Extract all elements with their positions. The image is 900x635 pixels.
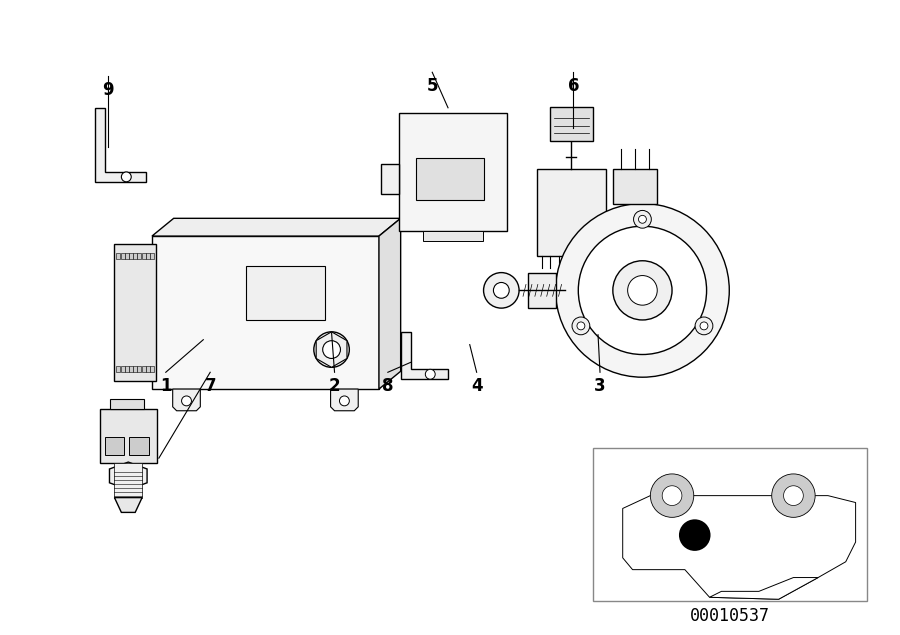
Bar <box>130 438 149 455</box>
Bar <box>138 253 141 259</box>
Bar <box>150 253 154 259</box>
Polygon shape <box>623 496 856 599</box>
Polygon shape <box>152 218 401 236</box>
Circle shape <box>314 332 349 367</box>
Bar <box>141 253 146 259</box>
Polygon shape <box>173 389 201 411</box>
Text: 9: 9 <box>102 81 113 99</box>
Bar <box>121 253 124 259</box>
Bar <box>417 158 483 199</box>
Polygon shape <box>550 107 593 142</box>
Bar <box>129 366 133 372</box>
Polygon shape <box>330 389 358 411</box>
Bar <box>146 366 149 372</box>
Bar <box>116 253 121 259</box>
Bar <box>141 366 146 372</box>
Polygon shape <box>316 332 347 367</box>
Circle shape <box>638 215 646 224</box>
Text: 5: 5 <box>427 77 438 95</box>
Polygon shape <box>94 108 146 182</box>
Bar <box>125 366 129 372</box>
Text: 4: 4 <box>471 377 482 395</box>
Circle shape <box>662 486 682 505</box>
Text: 2: 2 <box>328 377 340 395</box>
Circle shape <box>555 203 729 377</box>
Bar <box>593 448 868 601</box>
Circle shape <box>771 474 815 518</box>
Polygon shape <box>613 169 657 203</box>
Circle shape <box>784 486 804 505</box>
Polygon shape <box>528 272 555 308</box>
Polygon shape <box>114 244 156 381</box>
Polygon shape <box>381 164 399 194</box>
Polygon shape <box>423 231 482 241</box>
Polygon shape <box>110 399 144 409</box>
Text: 6: 6 <box>568 77 579 95</box>
Polygon shape <box>100 409 157 463</box>
Polygon shape <box>114 498 142 512</box>
Bar <box>133 253 137 259</box>
Polygon shape <box>399 113 508 231</box>
Bar <box>121 366 124 372</box>
Polygon shape <box>110 462 147 490</box>
Bar <box>150 366 154 372</box>
Bar <box>146 253 149 259</box>
Polygon shape <box>379 218 400 389</box>
Circle shape <box>627 276 657 305</box>
Text: 8: 8 <box>382 377 393 395</box>
Circle shape <box>323 341 340 358</box>
Bar <box>116 366 121 372</box>
Bar <box>536 169 606 256</box>
Bar <box>104 438 124 455</box>
Text: 3: 3 <box>594 377 606 395</box>
Polygon shape <box>152 236 379 389</box>
Circle shape <box>122 172 131 182</box>
Circle shape <box>700 322 708 330</box>
Circle shape <box>323 341 340 358</box>
Circle shape <box>651 474 694 518</box>
Bar <box>138 366 141 372</box>
Circle shape <box>182 396 192 406</box>
Circle shape <box>577 322 585 330</box>
Circle shape <box>634 210 652 228</box>
Circle shape <box>579 226 706 354</box>
Circle shape <box>426 370 436 379</box>
Circle shape <box>493 283 509 298</box>
Text: 1: 1 <box>160 377 172 395</box>
Polygon shape <box>114 463 142 498</box>
Bar <box>133 366 137 372</box>
Circle shape <box>695 317 713 335</box>
Polygon shape <box>709 578 818 599</box>
Circle shape <box>339 396 349 406</box>
Circle shape <box>572 317 590 335</box>
Bar <box>246 265 325 320</box>
Bar <box>125 253 129 259</box>
Circle shape <box>679 519 710 551</box>
Circle shape <box>483 272 519 308</box>
Text: 00010537: 00010537 <box>690 607 770 625</box>
Text: 7: 7 <box>204 377 216 395</box>
Circle shape <box>613 261 672 320</box>
Bar <box>129 253 133 259</box>
Polygon shape <box>400 332 448 379</box>
